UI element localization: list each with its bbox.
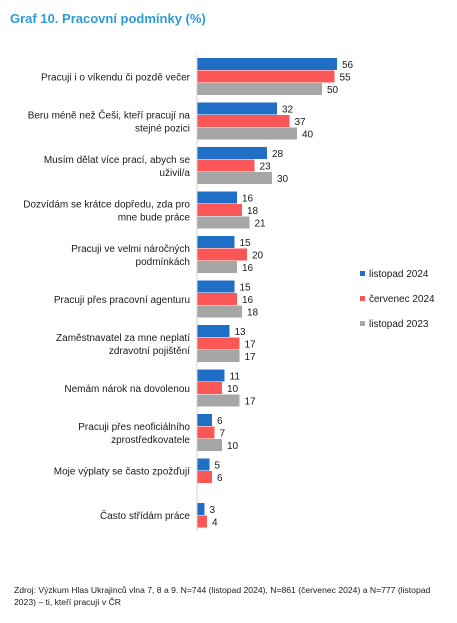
data-label: 4 (212, 517, 218, 528)
data-label: 28 (272, 149, 284, 160)
data-label: 18 (247, 307, 259, 318)
data-label: 50 (327, 85, 339, 96)
data-label: 6 (217, 416, 223, 427)
bar (197, 204, 242, 216)
bar (197, 261, 237, 273)
bar (197, 515, 207, 528)
data-label: 20 (252, 250, 264, 261)
data-label: 21 (255, 218, 267, 229)
legend-label: listopad 2023 (369, 319, 429, 330)
data-label: 6 (217, 473, 223, 484)
bar (197, 394, 240, 407)
bar (197, 280, 235, 293)
category-label: podmínkách (136, 257, 190, 268)
bar (197, 58, 337, 70)
bar (197, 115, 290, 127)
bar (197, 127, 297, 140)
bar (197, 236, 235, 248)
bar (197, 216, 250, 229)
category-label: stejné pozici (135, 123, 190, 134)
bar (197, 325, 230, 337)
bar (197, 102, 277, 115)
data-label: 40 (302, 129, 314, 140)
category-label: Často střídám práce (100, 509, 190, 522)
bar (197, 248, 247, 261)
data-label: 7 (220, 428, 226, 439)
bar (197, 426, 215, 439)
category-label: Nemám nárok na dovolenou (64, 384, 190, 395)
bar (197, 147, 267, 159)
legend-swatch (360, 321, 365, 326)
bar (197, 414, 212, 426)
bar (197, 172, 272, 184)
category-label: Moje výplaty se často zpožďují (54, 467, 190, 478)
data-label: 10 (227, 441, 239, 452)
legend-swatch (360, 296, 365, 301)
data-label: 17 (245, 352, 257, 363)
legend-label: červenec 2024 (369, 294, 435, 305)
bar (197, 305, 242, 318)
data-label: 11 (230, 371, 241, 382)
data-label: 13 (235, 327, 247, 338)
data-label: 23 (260, 161, 272, 172)
bar (197, 458, 210, 471)
data-label: 5 (215, 460, 221, 471)
data-label: 10 (227, 384, 239, 395)
data-label: 16 (242, 295, 254, 306)
bar (197, 70, 335, 83)
bar (197, 503, 205, 515)
category-label: zprostředkovatele (111, 435, 190, 446)
legend-swatch (360, 271, 365, 276)
legend-label: listopad 2024 (369, 269, 429, 280)
bar (197, 382, 222, 394)
bar (197, 369, 225, 382)
category-label: Pracuji přes pracovní agenturu (54, 295, 190, 306)
category-label: Musím dělat více prací, abych se (44, 155, 191, 166)
category-label: Dozvídám se krátce dopředu, zda pro (23, 199, 190, 210)
bar (197, 337, 240, 350)
data-label: 55 (340, 72, 352, 83)
category-label: zdravotní pojištění (109, 346, 190, 357)
bar (197, 439, 222, 451)
data-label: 3 (210, 505, 216, 516)
data-label: 15 (240, 238, 252, 249)
source-note: Zdroj: Výzkum Hlas Ukrajinců vlna 7, 8 a… (14, 585, 431, 607)
data-label: 17 (245, 396, 257, 407)
category-label: Pracuji přes neoficiálního (78, 422, 190, 433)
data-label: 16 (242, 193, 254, 204)
data-label: 32 (282, 104, 294, 115)
category-label: uživil/a (159, 168, 190, 179)
data-label: 16 (242, 263, 254, 274)
bar (197, 293, 237, 305)
data-label: 37 (295, 117, 307, 128)
bar (197, 471, 212, 483)
bar (197, 159, 255, 172)
data-label: 18 (247, 206, 259, 217)
bar (197, 191, 237, 204)
data-label: 15 (240, 282, 252, 293)
category-label: mne bude práce (118, 212, 191, 223)
category-label: Pracuji i o víkendu či pozdě večer (41, 72, 191, 83)
chart-title: Graf 10. Pracovní podmínky (%) (10, 11, 206, 26)
bar (197, 350, 240, 362)
data-label: 30 (277, 174, 289, 185)
data-label: 17 (245, 339, 257, 350)
category-label: Zaměstnavatel za mne neplatí (56, 333, 190, 344)
data-label: 56 (342, 60, 354, 71)
bar (197, 83, 322, 95)
category-label: Pracuji ve velmi náročných (71, 244, 190, 255)
category-label: Beru méně než Češi, kteří pracují na (28, 108, 191, 121)
